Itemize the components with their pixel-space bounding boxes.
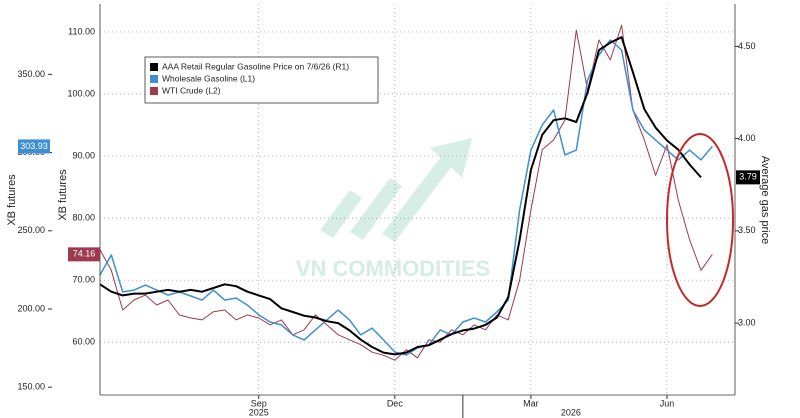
y3-tick-label: 110.00	[68, 26, 95, 36]
x-tick-label: Sep	[251, 398, 267, 408]
x-tick-label: Jun	[660, 398, 675, 408]
y2-tick-label: 3.00	[738, 317, 756, 327]
y3-axis-title: XB futures	[57, 169, 69, 221]
last-value-tag	[736, 170, 760, 185]
last-value-label: 74.16	[73, 249, 96, 259]
y3-tick-label: 90.00	[72, 150, 95, 160]
y3-tick-label: 60.00	[72, 337, 95, 347]
y3-tick-label: 70.00	[72, 275, 95, 285]
watermark-logo	[320, 138, 472, 242]
legend-box	[144, 56, 379, 104]
x-tick-label: Mar	[523, 398, 539, 408]
legend: AAA Retail Regular Gasoline Price on 7/6…	[144, 56, 379, 104]
last-value-tag	[18, 139, 50, 154]
lines	[99, 24, 713, 361]
series-line	[99, 39, 713, 356]
y3-tick-label: 80.00	[72, 212, 95, 222]
y2-axis-title: Average gas price	[759, 156, 771, 244]
y-tick-label: 250.00	[17, 225, 45, 235]
y3-tick-label: 100.00	[67, 88, 95, 98]
x-tick-label: Dec	[387, 398, 404, 408]
legend-swatch	[150, 87, 158, 95]
y-tick-label: 350.00	[17, 69, 45, 79]
last-value-tag	[68, 247, 100, 262]
tags: 3.79 303.93 74.16	[18, 139, 760, 262]
series-line	[99, 24, 713, 361]
y2-tick-label: 4.50	[738, 41, 756, 51]
y-axis-title: XB futures	[6, 174, 18, 226]
last-value-label: 303.93	[20, 141, 48, 151]
x-year-label: 2026	[561, 407, 581, 417]
last-value-label: 3.79	[739, 172, 757, 182]
watermark: VN COMMODITIES	[296, 256, 490, 281]
y2-tick-label: 4.00	[738, 133, 756, 143]
legend-swatch	[150, 75, 158, 83]
y-tick-label: 200.00	[17, 303, 45, 313]
legend-label: WTI Crude (L2)	[162, 85, 221, 95]
x-year-label: 2025	[249, 407, 269, 417]
legend-label: Wholesale Gasoline (L1)	[162, 73, 255, 83]
legend-swatch	[150, 63, 158, 71]
series-line	[99, 36, 702, 356]
y2-tick-label: 3.50	[738, 225, 756, 235]
y-tick-label: 150.00	[17, 382, 45, 392]
highlight-ellipse	[666, 133, 734, 307]
legend-label: AAA Retail Regular Gasoline Price on 7/6…	[162, 61, 349, 71]
